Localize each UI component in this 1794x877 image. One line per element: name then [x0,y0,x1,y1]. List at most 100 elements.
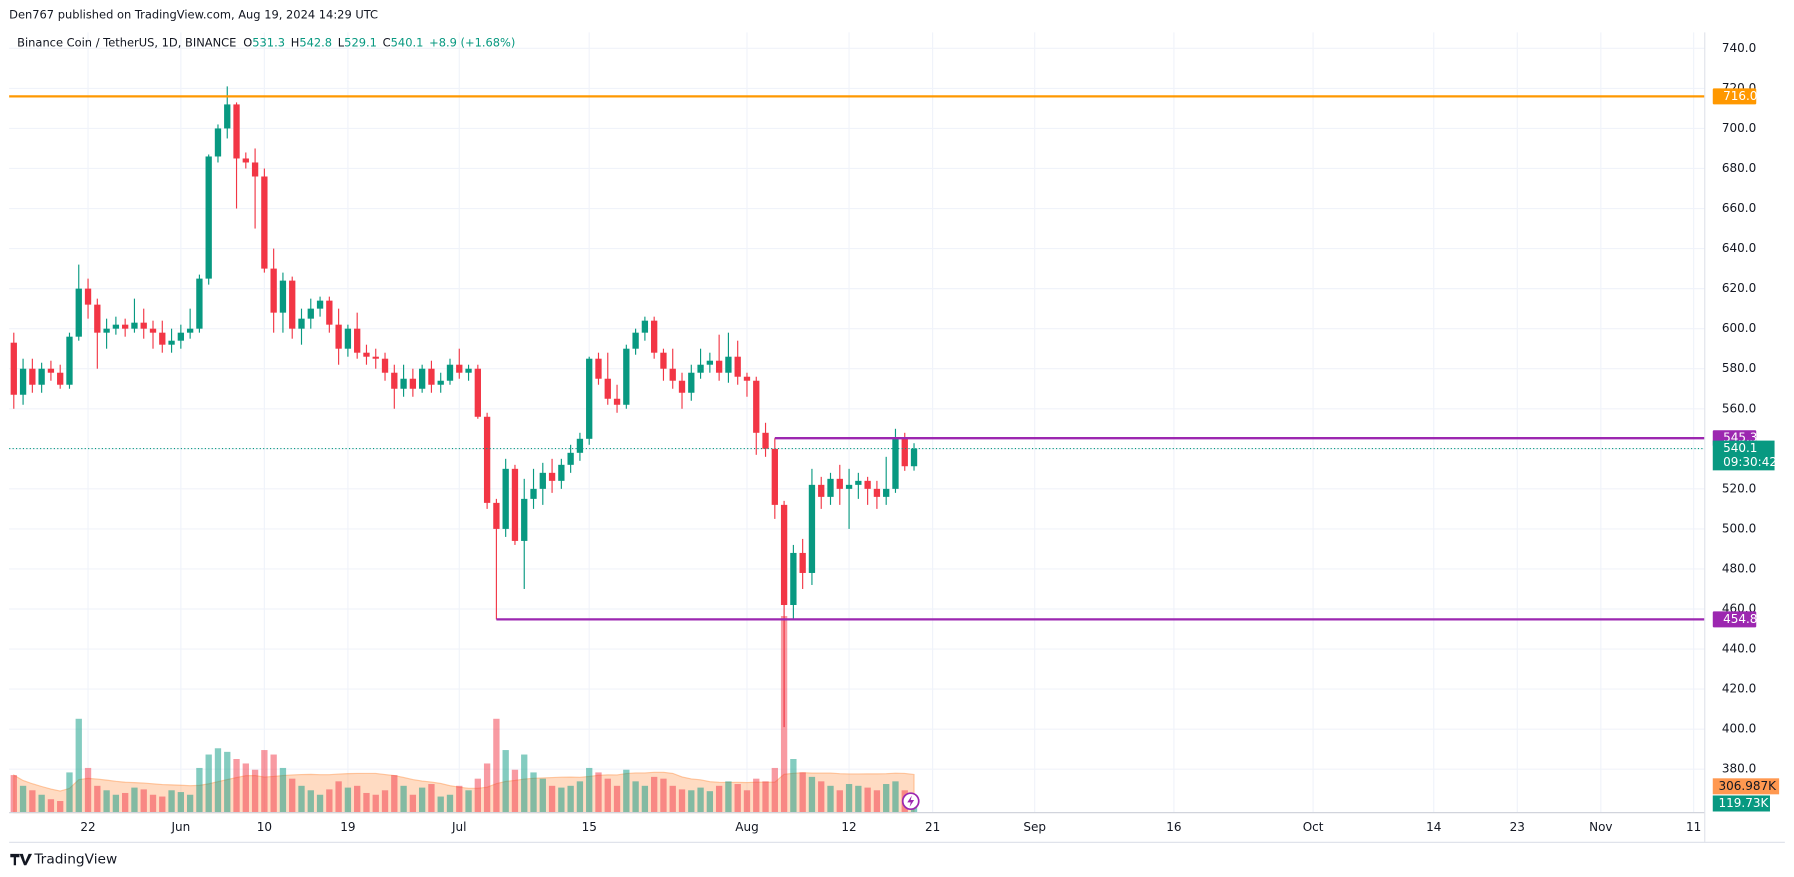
candle-body [47,368,55,373]
volume-bar [57,801,64,813]
x-tick-label: Aug [735,820,758,834]
volume-bar [381,790,389,813]
x-tick-label: 10 [257,820,272,834]
candle-body [381,358,389,373]
candle-body [883,488,890,497]
candle-body [511,468,519,541]
volume-bar [827,785,834,813]
volume-bar [66,772,73,813]
volume-bar [530,772,537,813]
candle-body [697,364,704,373]
volume-bar [224,751,231,813]
candle-body [688,372,695,393]
candle-body [623,348,630,405]
candle-body [743,376,751,381]
volume-bar [270,754,277,813]
candle-body [855,480,862,485]
candle-body [483,416,491,503]
legend-value: 542.8 [299,35,332,49]
volume-bar [790,759,797,813]
legend-change: +8.9 (+1.68%) [429,35,515,49]
candle-body [901,438,908,467]
candle-body [799,552,806,573]
x-tick-label: 12 [841,820,856,834]
candle-body [335,324,342,349]
legend-field: C [383,35,391,49]
volume-bar [242,763,249,813]
candle-body [168,340,175,345]
volume-bar [372,794,379,813]
volume-bar [131,787,138,813]
volume-bar [446,794,454,813]
volume-bar [651,776,658,813]
volume-bar [307,790,314,813]
candle-body [493,502,500,529]
candle-body [567,452,574,465]
candle-body [548,472,556,481]
y-tick-label: 660.0 [1722,201,1756,215]
y-tick-label: 420.0 [1722,682,1756,696]
level-label: 716.0 [1723,89,1757,103]
volume-bar [604,778,611,813]
volume-bar [576,781,584,813]
level-label-box [1712,611,1757,628]
x-tick-label: 22 [80,820,95,834]
y-tick-label: 680.0 [1722,161,1756,175]
y-tick-label: 640.0 [1722,241,1756,255]
candle-body [159,332,166,345]
volume-bar [10,775,17,813]
volume-bar [400,785,407,813]
volume-bar [595,772,602,813]
volume-bar [409,794,417,813]
candle-body [391,372,398,389]
candle-body [66,336,73,385]
level-label: 454.8 [1723,612,1757,626]
volume-bar [437,796,444,813]
volume-label-box [1712,795,1770,812]
volume-bar [19,785,27,813]
candle-body [400,378,407,389]
volume-bar [261,750,268,813]
candle-body [196,278,203,329]
volume-bar [465,790,472,813]
volume-bar [428,784,435,813]
y-tick-label: 400.0 [1722,722,1756,736]
volume-bar [669,785,676,813]
volume-bar [344,787,352,813]
footer-brand: TradingView [33,852,117,868]
legend-field: O [243,35,252,49]
x-tick-label: 15 [582,820,597,834]
volume-bar [808,776,816,813]
volume-bar [75,718,82,813]
candle-body [84,288,92,305]
candle-body [418,368,426,389]
y-tick-label: 500.0 [1722,521,1756,535]
volume-bar [168,790,175,813]
candle-body [233,104,240,159]
volume-bar [159,796,166,813]
volume-bar [548,785,556,813]
volume-bar [149,794,157,813]
volume-bar [743,790,751,813]
y-tick-label: 380.0 [1722,762,1756,776]
volume-bar [558,787,565,813]
volume-bar [233,759,240,813]
y-tick-label: 620.0 [1722,281,1756,295]
candle-body [613,398,621,405]
candles [10,86,918,728]
candle-body [780,504,788,605]
volume-ma-box [1712,778,1780,795]
candle-body [131,322,138,329]
volume-ma-label: 306.987K [1718,779,1777,793]
candle-body [242,158,249,163]
volume-bar [493,718,500,813]
candle-body [660,352,667,369]
countdown-label: 09:30:42 [1723,455,1777,469]
candle-body [465,368,472,373]
candle-body [57,372,64,385]
x-tick-label: 19 [340,820,355,834]
candle-body [808,484,816,573]
volume-bar [363,792,370,813]
volume-bar [456,785,463,813]
volume-bar [753,778,760,813]
